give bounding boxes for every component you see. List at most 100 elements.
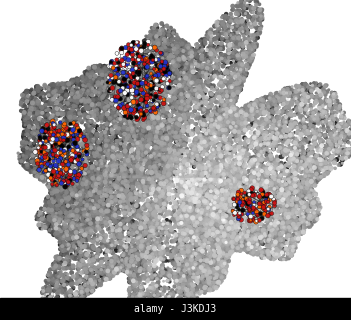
Point bbox=[181, 181, 186, 186]
Point bbox=[144, 48, 150, 53]
Point bbox=[251, 14, 257, 19]
Point bbox=[234, 226, 240, 231]
Point bbox=[337, 124, 343, 129]
Point bbox=[260, 182, 266, 188]
Point bbox=[54, 192, 60, 197]
Point bbox=[60, 257, 66, 262]
Point bbox=[60, 189, 66, 194]
Point bbox=[317, 165, 323, 170]
Point bbox=[268, 199, 274, 204]
Point bbox=[137, 242, 143, 247]
Point bbox=[129, 276, 134, 282]
Point bbox=[156, 174, 161, 179]
Point bbox=[81, 277, 87, 282]
Point bbox=[103, 68, 109, 74]
Point bbox=[170, 249, 176, 254]
Point bbox=[73, 214, 78, 219]
Point bbox=[323, 135, 329, 140]
Point bbox=[324, 97, 330, 102]
Point bbox=[298, 208, 303, 213]
Point bbox=[225, 198, 230, 204]
Point bbox=[174, 60, 179, 66]
Point bbox=[183, 86, 189, 91]
Point bbox=[183, 48, 189, 53]
Point bbox=[266, 238, 271, 244]
Point bbox=[221, 259, 227, 264]
Point bbox=[267, 188, 272, 193]
Point bbox=[106, 141, 112, 146]
Point bbox=[141, 42, 146, 47]
Point bbox=[120, 176, 126, 181]
Point bbox=[189, 192, 195, 197]
Point bbox=[132, 153, 138, 158]
Point bbox=[241, 215, 247, 220]
Point bbox=[203, 80, 209, 85]
Point bbox=[247, 221, 252, 226]
Point bbox=[41, 290, 47, 295]
Point bbox=[326, 122, 331, 127]
Point bbox=[159, 169, 165, 174]
Point bbox=[184, 223, 190, 228]
Point bbox=[78, 99, 84, 104]
Point bbox=[112, 122, 118, 127]
Point bbox=[223, 102, 229, 108]
Point bbox=[210, 259, 216, 264]
Point bbox=[239, 148, 245, 153]
Point bbox=[83, 86, 89, 91]
Point bbox=[142, 44, 147, 50]
Point bbox=[216, 202, 221, 207]
Point bbox=[135, 77, 141, 82]
Point bbox=[181, 179, 187, 184]
Point bbox=[145, 178, 151, 183]
Point bbox=[250, 174, 256, 180]
Point bbox=[330, 142, 336, 147]
Point bbox=[128, 82, 133, 87]
Point bbox=[133, 257, 138, 262]
Point bbox=[220, 180, 225, 185]
Point bbox=[143, 78, 148, 83]
Point bbox=[59, 177, 64, 182]
Point bbox=[237, 110, 243, 115]
Point bbox=[49, 102, 54, 107]
Point bbox=[185, 64, 191, 69]
Point bbox=[105, 213, 111, 219]
Point bbox=[216, 143, 222, 148]
Point bbox=[25, 125, 31, 130]
Point bbox=[253, 142, 259, 148]
Point bbox=[119, 188, 125, 193]
Point bbox=[145, 39, 151, 44]
Point bbox=[226, 74, 231, 79]
Point bbox=[64, 99, 69, 104]
Point bbox=[194, 202, 200, 207]
Point bbox=[220, 177, 226, 182]
Point bbox=[92, 167, 98, 172]
Point bbox=[130, 198, 135, 203]
Point bbox=[219, 100, 225, 106]
Point bbox=[193, 155, 198, 160]
Point bbox=[104, 144, 110, 149]
Point bbox=[153, 87, 158, 92]
Point bbox=[245, 156, 250, 161]
Point bbox=[99, 196, 105, 201]
Point bbox=[247, 208, 252, 213]
Point bbox=[172, 188, 177, 194]
Point bbox=[272, 228, 277, 233]
Point bbox=[288, 123, 294, 128]
Point bbox=[225, 71, 231, 76]
Point bbox=[108, 190, 114, 195]
Point bbox=[198, 188, 203, 194]
Point bbox=[215, 182, 220, 188]
Point bbox=[79, 130, 84, 135]
Point bbox=[52, 178, 58, 183]
Point bbox=[130, 176, 135, 181]
Point bbox=[19, 98, 25, 103]
Point bbox=[231, 93, 237, 98]
Point bbox=[184, 204, 190, 210]
Point bbox=[265, 226, 271, 231]
Point bbox=[125, 108, 131, 114]
Point bbox=[172, 208, 177, 213]
Point bbox=[22, 91, 27, 96]
Point bbox=[254, 187, 259, 192]
Point bbox=[150, 45, 155, 50]
Point bbox=[166, 259, 171, 264]
